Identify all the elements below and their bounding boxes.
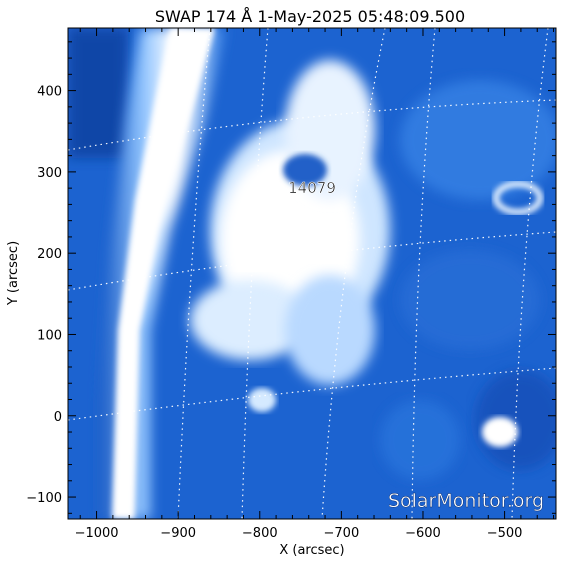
- y-tick-label: 100: [37, 328, 62, 343]
- active-region-label: 14079: [288, 179, 336, 197]
- plot-frame: [67, 27, 557, 520]
- x-tick-label: −1000: [75, 526, 119, 541]
- y-tick-label: 400: [37, 85, 62, 100]
- y-tick-label: −100: [26, 491, 62, 506]
- y-axis-ticks: −100 0 100 200 300 400: [26, 41, 556, 514]
- y-tick-label: 300: [37, 166, 62, 181]
- y-tick-label: 200: [37, 247, 62, 262]
- x-tick-label: −500: [487, 526, 523, 541]
- y-tick-label: 0: [54, 410, 62, 425]
- watermark: SolarMonitor.org: [388, 490, 544, 512]
- x-tick-label: −800: [242, 526, 278, 541]
- x-axis-ticks: −1000 −900 −800 −700 −600 −500: [75, 28, 555, 541]
- y-axis-label: Y (arcsec): [6, 241, 21, 306]
- x-tick-label: −900: [160, 526, 196, 541]
- x-tick-label: −600: [405, 526, 441, 541]
- x-axis-label: X (arcsec): [279, 543, 344, 558]
- plot-title: SWAP 174 Å 1-May-2025 05:48:09.500: [155, 7, 465, 26]
- x-tick-label: −700: [324, 526, 360, 541]
- euv-image: [68, 28, 556, 519]
